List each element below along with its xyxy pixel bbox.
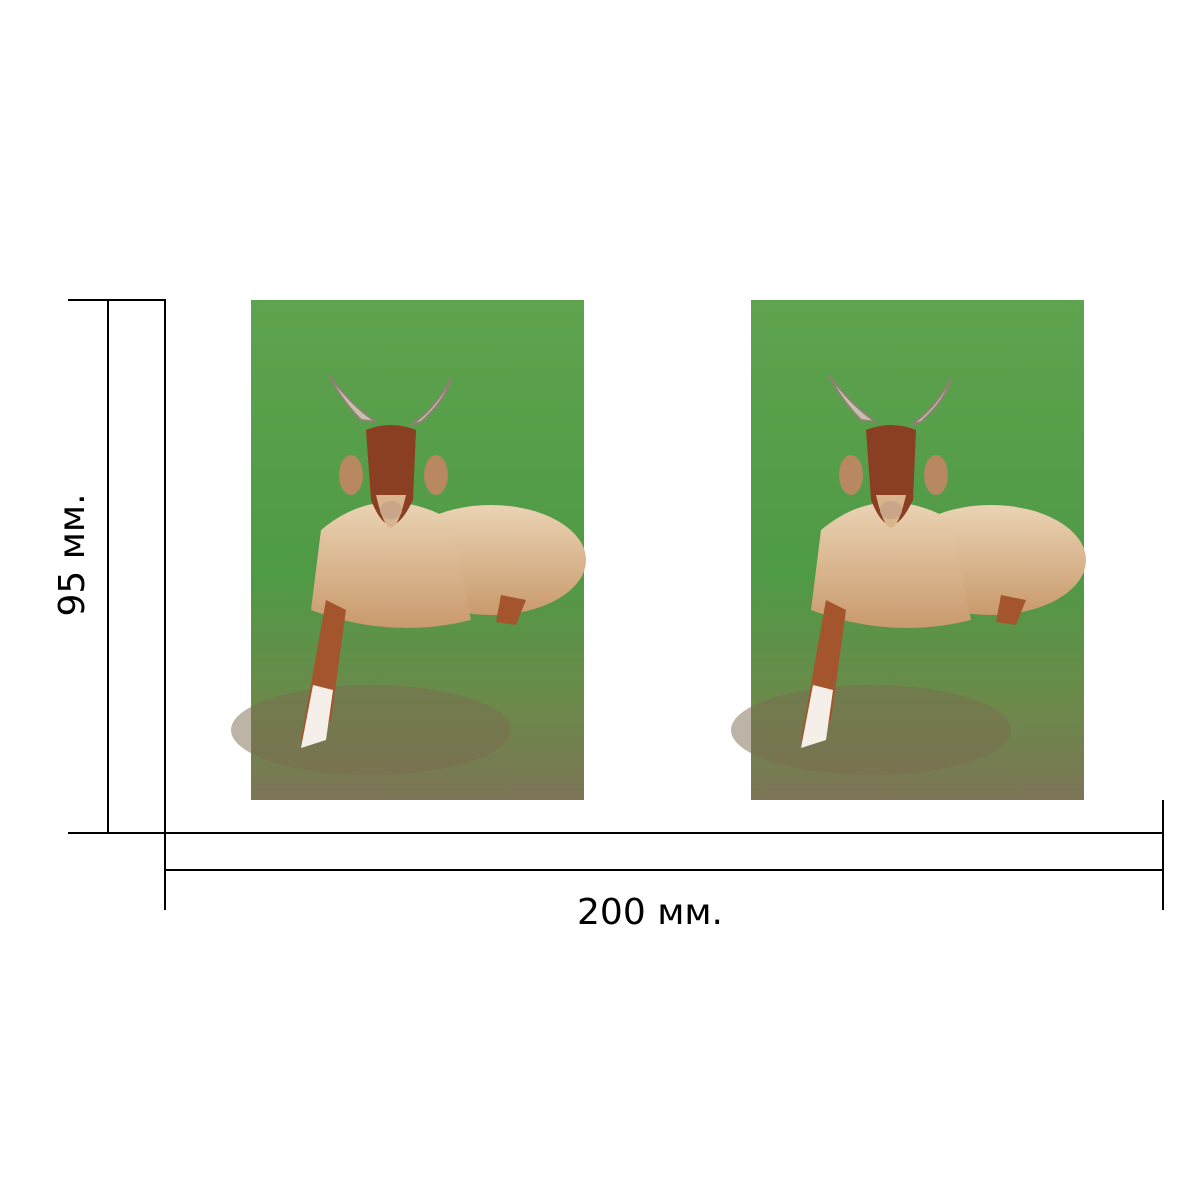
- height-dimension: 95 мм.: [52, 299, 166, 834]
- height-label: 95 мм.: [52, 493, 93, 616]
- photo: [730, 299, 1087, 801]
- width-label: 200 мм.: [577, 892, 723, 933]
- width-dimension: 200 мм.: [164, 800, 1164, 933]
- photo: [230, 299, 587, 801]
